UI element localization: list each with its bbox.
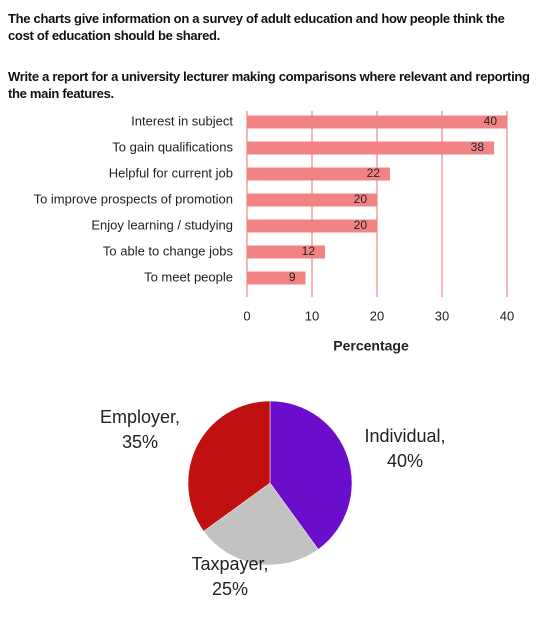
y-tick-label: To improve prospects of promotion xyxy=(34,191,233,206)
bar xyxy=(247,219,377,233)
bar xyxy=(247,245,325,259)
y-tick-label: To able to change jobs xyxy=(103,243,234,258)
x-tick-label: 40 xyxy=(500,308,514,323)
intro-text: The charts give information on a survey … xyxy=(8,11,505,43)
x-tick-label: 0 xyxy=(243,308,250,323)
value-label: 38 xyxy=(471,140,485,154)
y-tick-label: To meet people xyxy=(144,269,233,284)
slice-label: Taxpayer, xyxy=(191,554,268,574)
slice-value-label: 35% xyxy=(122,432,158,452)
y-tick-label: Enjoy learning / studying xyxy=(91,217,233,232)
pie-slice xyxy=(269,400,353,550)
value-label: 12 xyxy=(302,244,316,258)
pie-slice xyxy=(187,400,271,532)
value-label: 40 xyxy=(484,114,498,128)
slice-label: Employer, xyxy=(100,407,180,427)
bar xyxy=(247,271,306,285)
x-tick-label: 30 xyxy=(435,308,449,323)
pie-slice xyxy=(203,482,319,566)
x-tick-label: 20 xyxy=(370,308,384,323)
value-label: 20 xyxy=(354,192,368,206)
slice-label: Individual, xyxy=(364,426,445,446)
x-axis-label: Percentage xyxy=(333,338,409,354)
bar xyxy=(247,115,507,129)
value-label: 20 xyxy=(354,218,368,232)
y-tick-label: Helpful for current job xyxy=(109,165,233,180)
slice-value-label: 40% xyxy=(387,451,423,471)
slice-value-label: 25% xyxy=(212,579,248,599)
bar xyxy=(247,141,494,155)
y-tick-label: To gain qualifications xyxy=(112,139,233,154)
value-label: 9 xyxy=(289,270,296,284)
bar xyxy=(247,193,377,207)
value-label: 22 xyxy=(367,166,381,180)
x-tick-label: 10 xyxy=(305,308,319,323)
y-tick-label: Interest in subject xyxy=(131,113,233,128)
task-text: Write a report for a university lecturer… xyxy=(8,69,530,101)
bar xyxy=(247,167,390,181)
